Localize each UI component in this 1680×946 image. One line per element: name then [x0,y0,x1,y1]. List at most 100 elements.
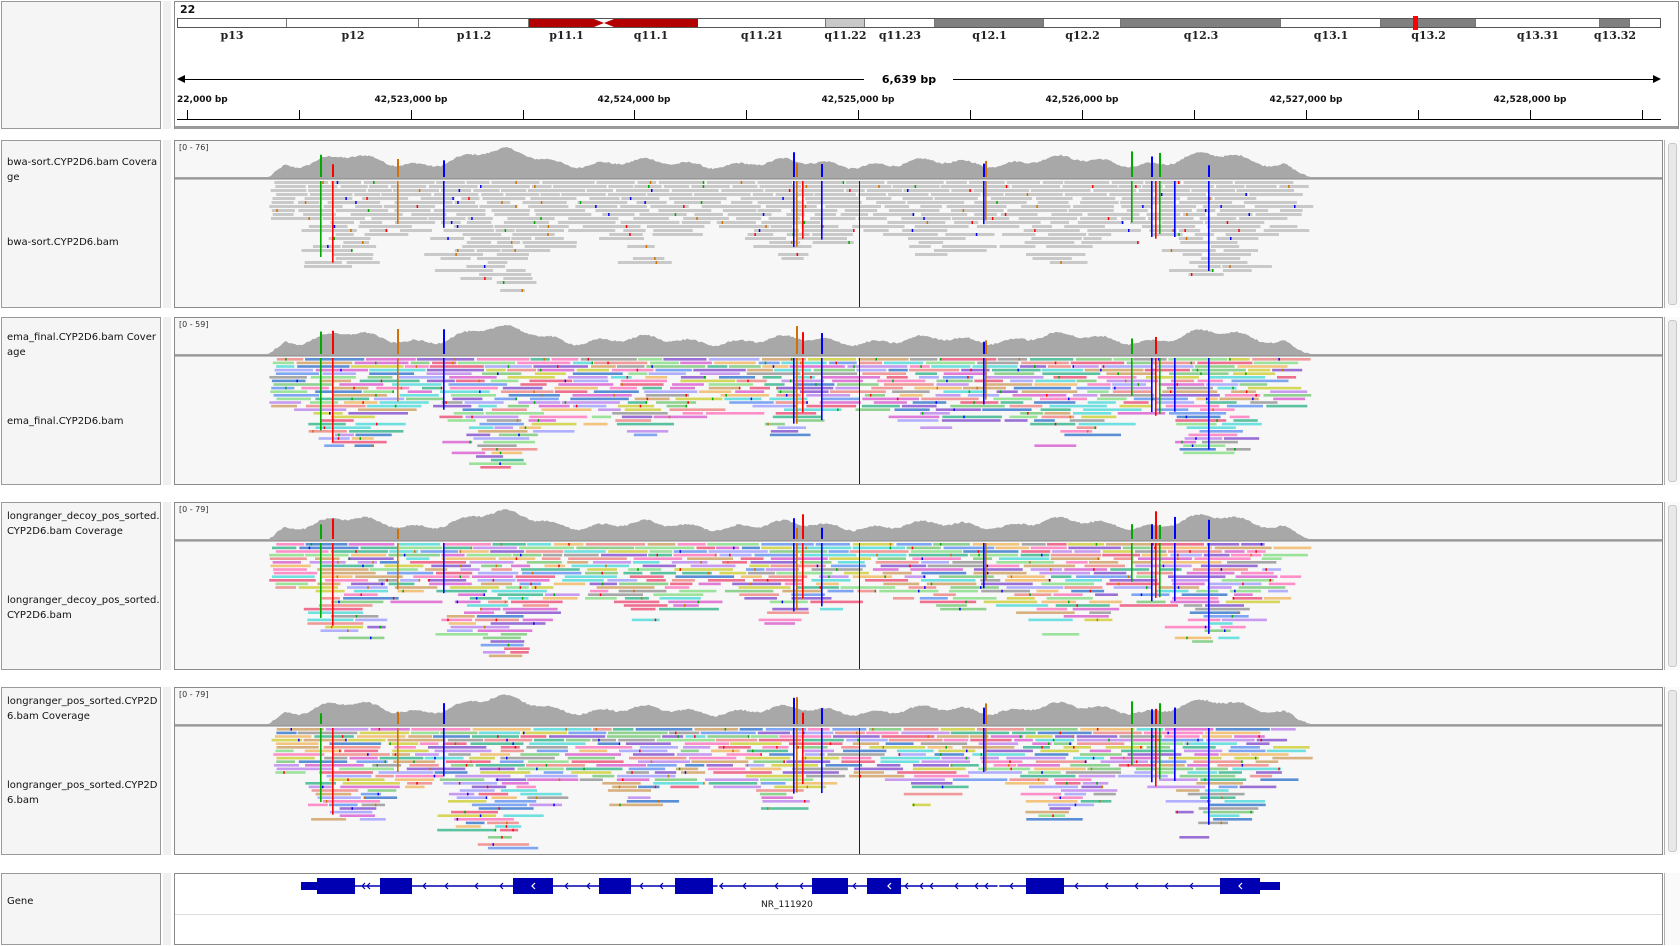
alignment-canvas[interactable] [175,503,1663,670]
read [866,189,903,192]
cytoband-q13-31[interactable] [1476,18,1600,28]
read [1006,181,1040,184]
read [666,404,688,408]
chromosome-label[interactable]: 22 [180,3,196,16]
read [448,622,476,625]
cytoband-q12-2[interactable] [1044,18,1121,28]
cytoband-q11-23[interactable] [865,18,935,28]
read [996,561,1054,564]
track-name-panel[interactable]: longranger_decoy_pos_sorted.CYP2D6.bam C… [1,502,161,670]
read [275,735,312,738]
read [458,593,485,596]
alignment-canvas[interactable] [175,318,1663,485]
cytoband-p13[interactable] [177,18,287,28]
read [736,217,762,220]
read [1068,546,1121,550]
read [1175,440,1197,444]
read [757,201,803,204]
alignment-canvas[interactable] [175,688,1663,855]
alignment-panel[interactable]: [0 - 79] [174,687,1663,855]
read [575,746,633,749]
cytoband-q11-1[interactable] [604,18,698,28]
alignment-panel[interactable]: [0 - 76] [174,140,1663,308]
read [634,397,670,401]
scrollbar-thumb[interactable] [1668,320,1677,482]
track-name-panel[interactable]: bwa-sort.CYP2D6.bam Coverage bwa-sort.CYP… [1,140,161,308]
track-scrollbar[interactable] [1664,317,1680,485]
read [693,368,746,372]
scrollbar-thumb[interactable] [1668,505,1677,667]
scrollbar-thumb[interactable] [1668,143,1677,305]
mismatch [1059,796,1061,799]
ruler[interactable]: 22,000 bp 42,523,000 bp 42,524,000 bp 42,52… [175,95,1665,123]
read [950,731,1010,735]
cytoband-q11-22[interactable] [826,18,865,28]
read [740,197,797,200]
read [579,749,608,753]
read [1224,437,1260,440]
cytoband-q11-21[interactable] [698,18,826,28]
read [470,237,511,240]
read [443,782,498,785]
read [1028,618,1073,622]
read [621,415,653,419]
transcript-label[interactable]: NR_111920 [761,900,813,910]
track-scrollbar[interactable] [1664,502,1680,670]
cytoband-q12-3[interactable] [1121,18,1281,28]
coverage-track-name[interactable]: ema_final.CYP2D6.bam Coverage [7,332,156,358]
read [784,408,842,411]
gene-model[interactable] [175,874,1663,945]
gene-track-panel[interactable]: NR_111920 [174,873,1663,945]
mismatch [969,189,971,192]
coverage-snp-bar [821,164,823,177]
read [672,383,704,386]
mismatch [1018,358,1021,361]
alignment-track-name[interactable]: bwa-sort.CYP2D6.bam [7,237,119,248]
read [939,575,994,578]
read [299,546,359,550]
mismatch [804,756,807,760]
cytoband-q13-1[interactable] [1281,18,1381,28]
mismatch [504,600,507,604]
mismatch [366,197,368,200]
read [1030,358,1074,361]
track-name-panel[interactable]: ema_final.CYP2D6.bam Coverage ema_final.C… [1,317,161,485]
gene-track-name-panel[interactable]: Gene [1,873,161,945]
cytoband-q12-1[interactable] [935,18,1044,28]
alignment-panel[interactable]: [0 - 79] [174,502,1663,670]
alignment-track-name[interactable]: ema_final.CYP2D6.bam [7,416,124,427]
read [1050,557,1101,560]
read [272,197,296,200]
cytoband-p12[interactable] [287,18,419,28]
coverage-track-name[interactable]: longranger_decoy_pos_sorted.CYP2D6.bam C… [7,511,160,537]
scrollbar-thumb[interactable] [1668,690,1677,852]
coverage-track-name[interactable]: bwa-sort.CYP2D6.bam Coverage [7,157,158,183]
read [632,561,660,564]
cytoband-p11-2[interactable] [419,18,529,28]
chromosome-ideogram[interactable]: p13 p12 p11.2 p11.1 q11.1 q11.21 q11.22 q11.23 q… [177,16,1661,44]
cytoband-q13-2[interactable] [1381,18,1476,28]
read [951,209,1004,212]
mismatch [403,553,406,557]
read [319,379,351,383]
read [951,217,1010,220]
gene-track-scrollbar[interactable] [1664,873,1680,945]
mismatch [968,390,971,393]
track-name-panel[interactable]: longranger_pos_sorted.CYP2D6.bam Coverag… [1,687,161,855]
cytoband-p11-1[interactable] [529,18,604,28]
cytoband-q13-32[interactable] [1600,18,1630,28]
read [534,237,564,240]
mismatch [492,579,495,582]
alignment-canvas[interactable] [175,141,1663,308]
read [862,397,919,401]
alignment-panel[interactable]: [0 - 59] [174,317,1663,485]
track-scrollbar[interactable] [1664,687,1680,855]
alignment-track-name[interactable]: longranger_pos_sorted.CYP2D6.bam [7,780,158,806]
mismatch [1186,636,1188,640]
current-region-marker[interactable] [1413,16,1418,30]
coverage-track-name[interactable]: longranger_pos_sorted.CYP2D6.bam Coverag… [7,696,158,722]
track-scrollbar[interactable] [1664,140,1680,308]
read [309,561,346,564]
alignment-track-name[interactable]: longranger_decoy_pos_sorted.CYP2D6.bam [7,595,160,621]
read [802,185,859,188]
